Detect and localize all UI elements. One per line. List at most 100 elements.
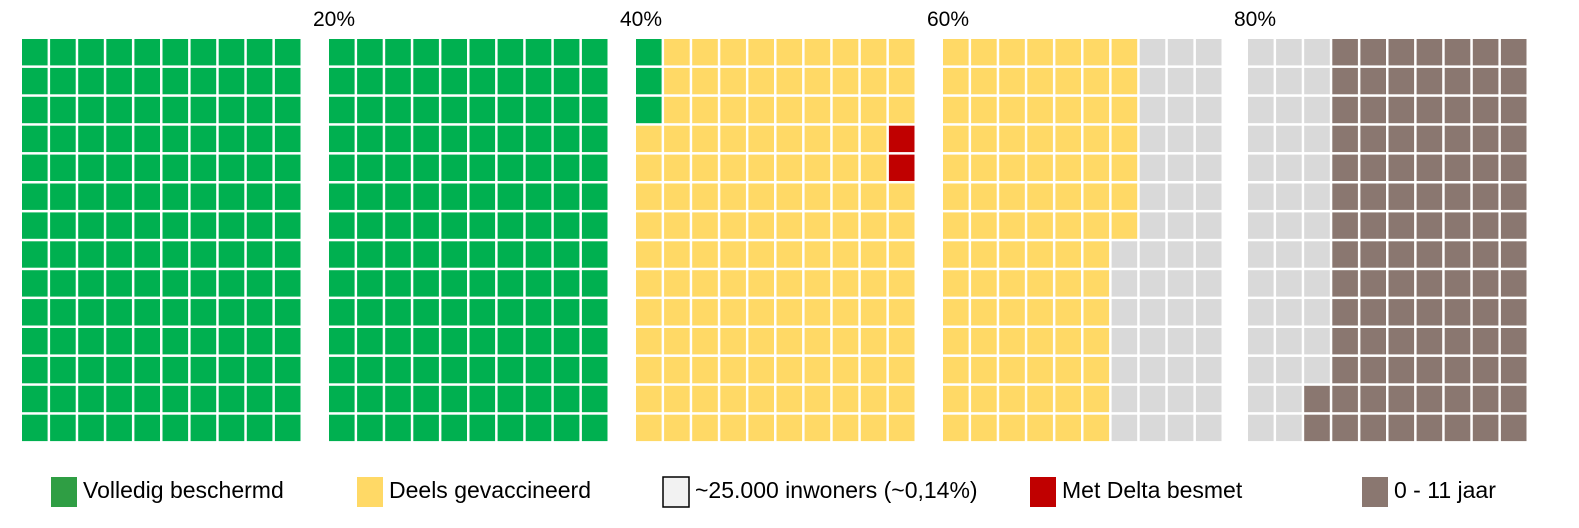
waffle-cell	[1195, 299, 1222, 326]
waffle-cell	[329, 241, 355, 268]
waffle-cell	[971, 67, 997, 95]
waffle-cell	[134, 125, 160, 153]
waffle-cell	[1472, 183, 1499, 210]
waffle-cell	[943, 125, 969, 153]
waffle-cell	[1276, 154, 1302, 181]
waffle-cell	[1472, 39, 1499, 66]
waffle-cell	[832, 356, 859, 384]
waffle-cell	[497, 67, 524, 95]
waffle-cell	[134, 299, 160, 326]
waffle-cell	[636, 154, 662, 181]
waffle-cell	[888, 212, 915, 239]
waffle-cell	[1332, 96, 1358, 124]
waffle-cell	[357, 212, 383, 239]
waffle-cell	[190, 414, 217, 442]
waffle-cell	[78, 154, 104, 181]
waffle-cell	[1360, 414, 1386, 442]
waffle-cell	[78, 212, 104, 239]
percent-labels: 20% 40% 60% 80%	[313, 8, 1276, 31]
waffle-cell	[720, 270, 746, 297]
waffle-cell	[804, 96, 831, 124]
waffle-cell	[860, 212, 887, 239]
waffle-cell	[581, 241, 608, 268]
waffle-cell	[1248, 356, 1274, 384]
waffle-cell	[1027, 183, 1053, 210]
waffle-cell	[106, 299, 132, 326]
waffle-cell	[860, 67, 887, 95]
waffle-cell	[413, 67, 439, 95]
waffle-cell	[1248, 328, 1274, 355]
waffle-cell	[469, 328, 496, 355]
waffle-cell	[888, 183, 915, 210]
waffle-cell	[888, 67, 915, 95]
waffle-cell	[1360, 385, 1386, 413]
waffle-cell	[748, 39, 774, 66]
waffle-cell	[1276, 212, 1302, 239]
waffle-cell	[190, 125, 217, 153]
waffle-cell	[832, 241, 859, 268]
waffle-cell	[218, 299, 245, 326]
waffle-cell	[469, 96, 496, 124]
waffle-cell	[78, 270, 104, 297]
waffle-cell	[1195, 270, 1222, 297]
waffle-cell	[776, 385, 803, 413]
waffle-cell	[1360, 39, 1386, 66]
waffle-cell	[1332, 241, 1358, 268]
legend-swatch	[51, 477, 77, 507]
waffle-cell	[50, 183, 76, 210]
waffle-cell	[776, 67, 803, 95]
waffle-cell	[1139, 270, 1166, 297]
waffle-cell	[999, 154, 1025, 181]
waffle-cell	[1304, 183, 1330, 210]
waffle-cell	[999, 96, 1025, 124]
waffle-cell	[1083, 212, 1110, 239]
waffle-cell	[664, 125, 690, 153]
waffle-cell	[1332, 385, 1358, 413]
waffle-cell	[1500, 270, 1527, 297]
waffle-cell	[1195, 96, 1222, 124]
waffle-cell	[943, 39, 969, 66]
waffle-cell	[1472, 67, 1499, 95]
waffle-cell	[441, 328, 467, 355]
waffle-cell	[1332, 183, 1358, 210]
waffle-cell	[888, 328, 915, 355]
waffle-cell	[469, 241, 496, 268]
waffle-cell	[1388, 154, 1415, 181]
waffle-cell	[1111, 241, 1138, 268]
waffle-cell	[274, 212, 301, 239]
waffle-cell	[525, 67, 552, 95]
waffle-cell	[134, 39, 160, 66]
waffle-cell	[636, 67, 662, 95]
waffle-cell	[664, 385, 690, 413]
waffle-cell	[246, 96, 273, 124]
waffle-cell	[497, 328, 524, 355]
waffle-cell	[190, 154, 217, 181]
waffle-cell	[1500, 212, 1527, 239]
waffle-cell	[720, 299, 746, 326]
waffle-cell	[1027, 270, 1053, 297]
waffle-cell	[441, 125, 467, 153]
waffle-cell	[1167, 125, 1194, 153]
waffle-cell	[1027, 96, 1053, 124]
waffle-cell	[78, 414, 104, 442]
waffle-cell	[525, 299, 552, 326]
waffle-cell	[274, 328, 301, 355]
waffle-cell	[776, 299, 803, 326]
waffle-cell	[190, 328, 217, 355]
waffle-cell	[748, 183, 774, 210]
waffle-cell	[943, 299, 969, 326]
waffle-cell	[162, 414, 189, 442]
waffle-cell	[860, 96, 887, 124]
waffle-cell	[1472, 241, 1499, 268]
waffle-cell	[329, 299, 355, 326]
waffle-cell	[832, 299, 859, 326]
waffle-cell	[1111, 385, 1138, 413]
waffle-cell	[385, 125, 411, 153]
waffle-cell	[274, 356, 301, 384]
waffle-cell	[692, 67, 718, 95]
waffle-cell	[1416, 125, 1443, 153]
waffle-cell	[134, 212, 160, 239]
waffle-cell	[1304, 154, 1330, 181]
waffle-cell	[497, 299, 524, 326]
waffle-cell	[441, 385, 467, 413]
